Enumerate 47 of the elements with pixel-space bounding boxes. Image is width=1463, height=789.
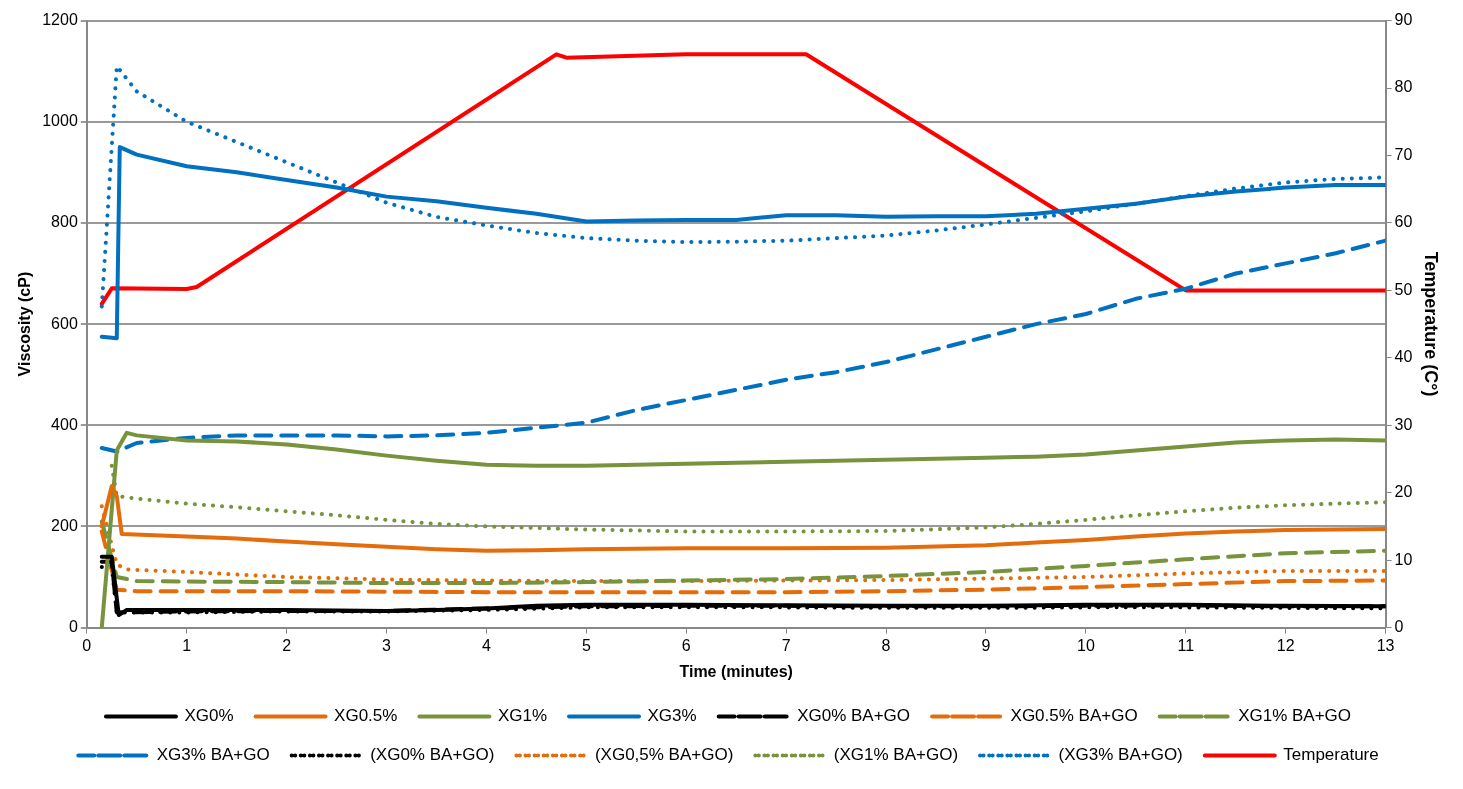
x-tick-label: 12 <box>1276 636 1295 654</box>
y-tick-label: 200 <box>51 516 78 534</box>
x-tick-label: 6 <box>681 636 691 654</box>
x-tick-label: 5 <box>581 636 591 654</box>
legend-label: XG1% BA+GO <box>1238 706 1352 726</box>
x-tick-label: 0 <box>82 636 92 654</box>
legend-label: XG0% BA+GO <box>797 706 911 726</box>
y2-tick-label: 90 <box>1394 11 1413 29</box>
x-tick-label: 4 <box>481 636 491 654</box>
y2-tick-label: 30 <box>1394 415 1413 433</box>
legend-label: XG3% BA+GO <box>156 745 270 765</box>
y-tick-label: 400 <box>51 415 78 433</box>
legend-label: XG0.5% BA+GO <box>1010 706 1138 726</box>
y2-tick-label: 50 <box>1394 280 1413 298</box>
y-tick-label: 1000 <box>42 112 78 130</box>
legend-label: XG1% <box>497 706 548 726</box>
legend-label: Temperature <box>1283 745 1379 765</box>
x-tick-label: 13 <box>1376 636 1395 654</box>
y2-axis-title: Temperature (C°) <box>1421 251 1442 397</box>
legend-label: XG3% <box>647 706 697 726</box>
y2-tick-label: 70 <box>1394 145 1413 163</box>
x-tick-label: 3 <box>382 636 392 654</box>
y-axis-title: Viscosity (cP) <box>16 271 34 377</box>
legend-label: XG0% <box>184 706 234 726</box>
legend-label: (XG0,5% BA+GO) <box>594 745 734 765</box>
x-axis-title: Time (minutes) <box>679 662 793 680</box>
x-tick-label: 2 <box>282 636 292 654</box>
x-tick-label: 1 <box>182 636 192 654</box>
y2-tick-label: 0 <box>1394 618 1404 636</box>
x-tick-label: 8 <box>881 636 891 654</box>
y-tick-label: 800 <box>51 213 78 231</box>
y-tick-label: 600 <box>51 314 78 332</box>
x-tick-label: 10 <box>1076 636 1095 654</box>
x-tick-label: 7 <box>781 636 791 654</box>
y2-tick-label: 60 <box>1394 213 1413 231</box>
y2-tick-label: 80 <box>1394 78 1413 96</box>
y-tick-label: 1200 <box>42 11 78 29</box>
legend-label: XG0.5% <box>334 706 398 726</box>
legend-label: (XG3% BA+GO) <box>1058 745 1183 765</box>
legend-label: (XG1% BA+GO) <box>833 745 959 765</box>
y-tick-label: 0 <box>68 618 78 636</box>
y2-tick-label: 40 <box>1394 348 1413 366</box>
y2-tick-label: 10 <box>1394 550 1413 568</box>
x-tick-label: 9 <box>981 636 991 654</box>
y2-tick-label: 20 <box>1394 483 1413 501</box>
legend-label: (XG0% BA+GO) <box>370 745 495 765</box>
x-tick-label: 11 <box>1177 636 1195 654</box>
